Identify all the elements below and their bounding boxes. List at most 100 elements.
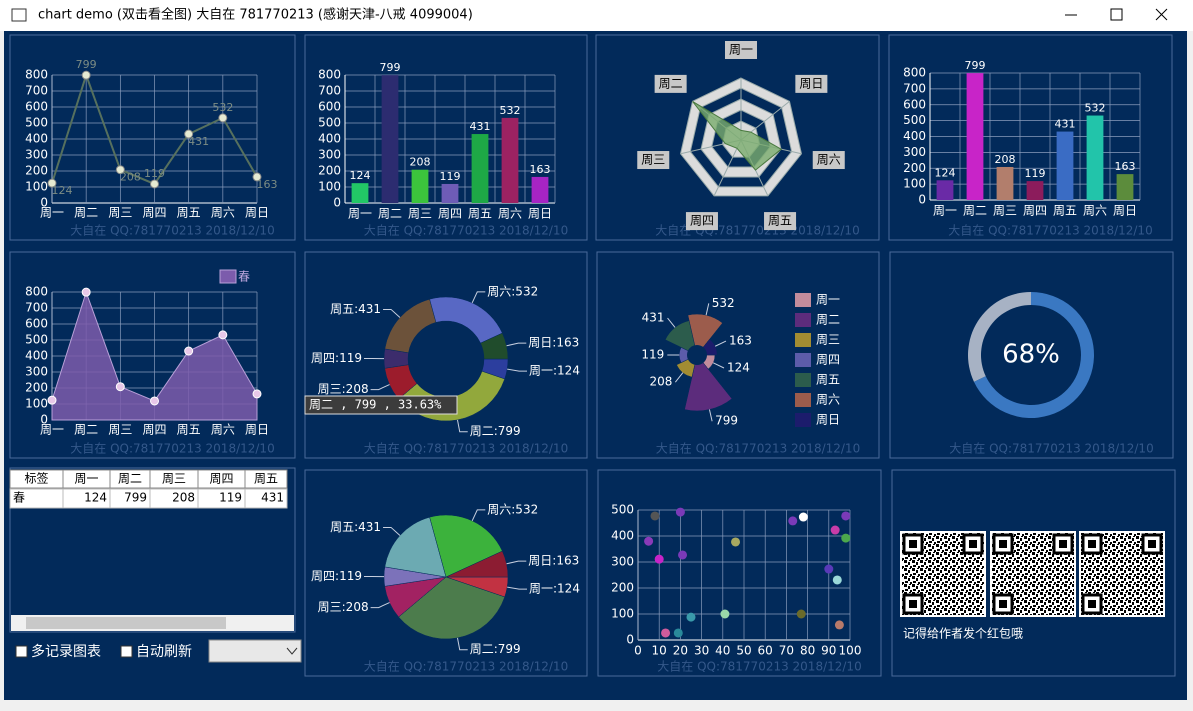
qr-finder-core xyxy=(909,600,917,608)
point xyxy=(788,516,797,525)
legend-label: 周二 xyxy=(816,313,840,327)
bar xyxy=(997,167,1014,200)
point xyxy=(831,526,840,535)
legend-swatch xyxy=(220,270,236,283)
data-label: 119 xyxy=(440,170,461,183)
qr-finder-core xyxy=(909,540,917,548)
y-tick-label: 400 xyxy=(25,132,48,146)
data-label: 124 xyxy=(350,169,371,182)
x-tick-label: 周日 xyxy=(245,206,269,220)
axis-label: 周二 xyxy=(659,76,683,90)
table-header: 周五 xyxy=(254,472,278,486)
qr-finder-core xyxy=(1088,540,1096,548)
bar xyxy=(382,75,399,203)
point xyxy=(678,550,687,559)
y-tick-label: 400 xyxy=(25,349,48,363)
point xyxy=(650,511,659,520)
watermark: 大自在 QQ:781770213 2018/12/10 xyxy=(70,442,274,456)
y-tick-label: 600 xyxy=(25,317,48,331)
data-label: 431 xyxy=(1055,118,1076,131)
bar xyxy=(1027,181,1044,200)
point xyxy=(676,508,685,517)
point xyxy=(674,628,683,637)
x-tick-label: 周四 xyxy=(1023,204,1047,218)
axis-label: 周三 xyxy=(641,153,665,167)
legend-swatch xyxy=(795,313,811,327)
point xyxy=(661,628,670,637)
y-tick-label: 500 xyxy=(318,116,341,130)
marker xyxy=(185,347,193,355)
point xyxy=(720,610,729,619)
y-tick-label: 500 xyxy=(611,503,634,517)
gauge-label: 68% xyxy=(1002,340,1060,370)
y-tick-label: 600 xyxy=(903,97,926,111)
slice-label: 周二:799 xyxy=(470,642,521,656)
bar xyxy=(352,183,369,203)
y-tick-label: 300 xyxy=(25,365,48,379)
watermark: 大自在 QQ:781770213 2018/12/10 xyxy=(657,660,861,674)
slice-label: 周五:431 xyxy=(330,302,381,316)
x-tick-label: 周一 xyxy=(348,207,372,221)
x-tick-label: 90 xyxy=(821,644,836,658)
qr-finder-core xyxy=(999,600,1007,608)
y-tick-label: 700 xyxy=(25,84,48,98)
table-cell-text: 208 xyxy=(172,491,195,505)
y-tick-label: 300 xyxy=(25,148,48,162)
y-tick-label: 100 xyxy=(25,397,48,411)
y-tick-label: 100 xyxy=(903,177,926,191)
y-tick-label: 800 xyxy=(25,68,48,82)
data-label: 124 xyxy=(935,166,956,179)
rose-hole xyxy=(687,345,707,365)
scroll-thumb[interactable] xyxy=(26,617,226,629)
legend-label: 周六 xyxy=(816,393,840,407)
x-tick-label: 周四 xyxy=(142,423,166,437)
marker xyxy=(82,288,90,296)
data-label: 119 xyxy=(641,348,664,362)
data-label: 431 xyxy=(470,120,491,133)
y-tick-label: 800 xyxy=(903,66,926,80)
table-header: 标签 xyxy=(24,471,48,486)
point xyxy=(841,534,850,543)
y-tick-label: 100 xyxy=(25,180,48,194)
legend-swatch xyxy=(795,293,811,307)
x-tick-label: 40 xyxy=(715,644,730,658)
dropdown[interactable] xyxy=(209,640,301,662)
slice-label: 周四:119 xyxy=(311,351,362,365)
y-tick-label: 300 xyxy=(611,555,634,569)
point xyxy=(644,537,653,546)
y-tick-label: 200 xyxy=(318,164,341,178)
watermark: 大自在 QQ:781770213 2018/12/10 xyxy=(70,224,274,238)
watermark: 大自在 QQ:781770213 2018/12/10 xyxy=(364,224,568,238)
x-tick-label: 周四 xyxy=(438,207,462,221)
bar xyxy=(1057,132,1074,200)
y-tick-label: 200 xyxy=(903,161,926,175)
slice-label: 周六:532 xyxy=(487,502,538,516)
x-tick-label: 周日 xyxy=(1113,204,1137,218)
y-tick-label: 500 xyxy=(25,116,48,130)
legend-label: 周三 xyxy=(816,333,840,347)
table-cell-text: 119 xyxy=(219,491,242,505)
x-tick-label: 周三 xyxy=(108,206,132,220)
data-label: 119 xyxy=(1025,167,1046,180)
data-label: 124 xyxy=(727,361,750,375)
checkbox[interactable] xyxy=(16,646,27,657)
y-tick-label: 200 xyxy=(25,164,48,178)
data-label: 799 xyxy=(965,59,986,72)
y-tick-label: 400 xyxy=(611,529,634,543)
point xyxy=(731,537,740,546)
x-tick-label: 80 xyxy=(800,644,815,658)
point xyxy=(824,565,833,574)
slice-label: 周日:163 xyxy=(528,554,579,568)
y-tick-label: 200 xyxy=(25,381,48,395)
qr-finder-core xyxy=(1088,600,1096,608)
data-label: 208 xyxy=(410,156,431,169)
slice-label: 周六:532 xyxy=(487,284,538,298)
x-tick-label: 周一 xyxy=(40,206,64,220)
window-title: chart demo (双击看全图) 大自在 781770213 (感谢天津-八… xyxy=(38,7,473,23)
table-header: 周一 xyxy=(74,472,98,486)
y-tick-label: 500 xyxy=(903,113,926,127)
checkbox[interactable] xyxy=(121,646,132,657)
data-label: 431 xyxy=(188,135,209,148)
axis-label: 周六 xyxy=(817,153,841,167)
axis-label: 周日 xyxy=(799,76,823,90)
